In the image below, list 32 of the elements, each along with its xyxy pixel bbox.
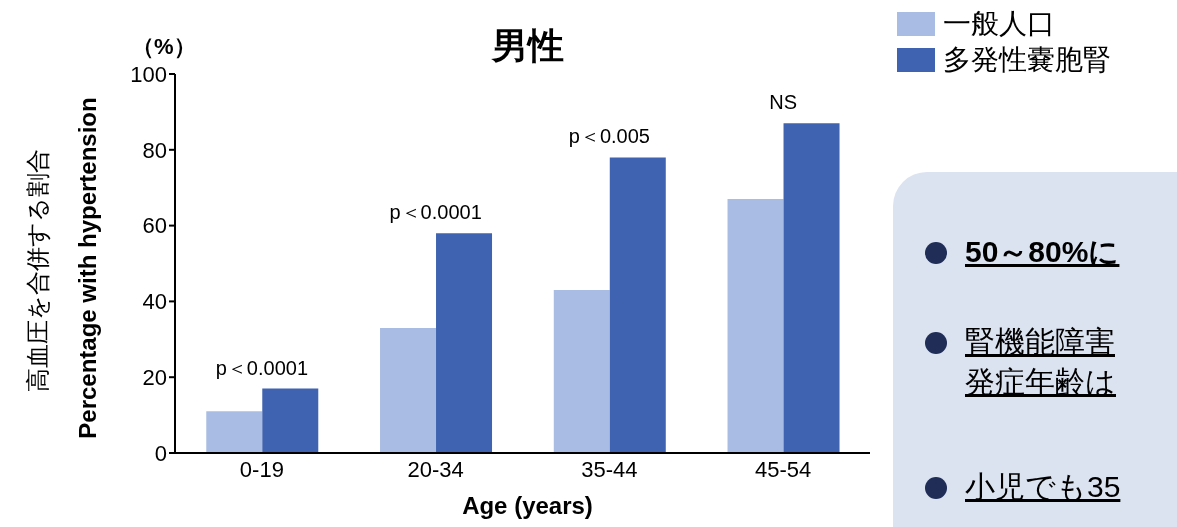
annotation: NS [769, 91, 798, 114]
y-tick-label: 80 [142, 137, 167, 163]
bar [262, 388, 319, 453]
text: 発症年齢は [965, 364, 1116, 400]
annotation: p＜0.005 [568, 125, 650, 148]
bar [783, 123, 840, 453]
legend-label: 多発性嚢胞腎 [943, 43, 1111, 77]
bar [553, 290, 610, 453]
y-tick-label: 60 [142, 213, 167, 239]
x-tick-label: 35-44 [581, 456, 638, 482]
y-tick-label: 40 [142, 289, 167, 315]
text: （%） [132, 33, 196, 61]
y-tick-label: 100 [130, 61, 167, 87]
bar [727, 199, 784, 453]
text: 50～80%に [965, 234, 1120, 270]
y-tick-label: 20 [142, 365, 167, 391]
bar [609, 157, 666, 453]
x-tick-label: 0-19 [239, 456, 284, 482]
bar [380, 327, 437, 453]
annotation: p＜0.0001 [215, 356, 309, 379]
legend-label: 一般人口 [943, 7, 1055, 41]
text: 小児でも35 [965, 469, 1121, 505]
bar [436, 233, 493, 453]
x-tick-label: 45-54 [754, 456, 812, 482]
chart-title: 男性 [491, 25, 564, 66]
y-axis-title: 高血圧を合併する割合 Percentage with hypertension [23, 96, 102, 441]
bar [206, 411, 263, 453]
x-axis-title: Age (years) [461, 492, 594, 520]
text: 腎機能障害 [965, 324, 1115, 360]
y-tick-label: 0 [154, 440, 167, 466]
x-tick-label: 20-34 [407, 456, 464, 482]
annotation: p＜0.0001 [389, 201, 482, 224]
